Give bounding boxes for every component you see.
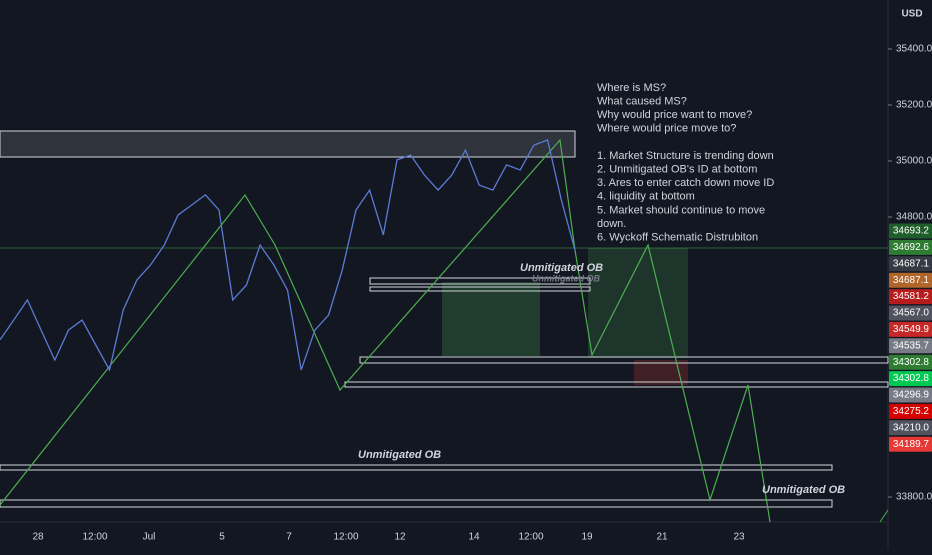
x-tick-label: 7 bbox=[286, 532, 292, 543]
price-label-bg bbox=[889, 371, 932, 387]
zone-box bbox=[0, 130, 576, 158]
x-tick-label: 23 bbox=[733, 532, 745, 543]
zones bbox=[0, 130, 889, 508]
price-label-bg bbox=[889, 272, 932, 288]
price-label: 34302.8 bbox=[893, 357, 930, 368]
price-label-bg bbox=[889, 289, 932, 305]
price-label-bg bbox=[889, 354, 932, 370]
x-tick-label: 19 bbox=[581, 532, 593, 543]
y-tick-label: 34800.0 bbox=[896, 212, 932, 223]
x-tick-label: 28 bbox=[32, 532, 44, 543]
price-label: 34535.7 bbox=[893, 340, 930, 351]
note-line: Why would price want to move? bbox=[597, 109, 752, 121]
zone-red bbox=[634, 360, 688, 385]
price-label-bg bbox=[889, 387, 932, 403]
price-label-bg bbox=[889, 223, 932, 239]
price-label-bg bbox=[889, 305, 932, 321]
ob-label: Unmitigated OB bbox=[762, 484, 845, 496]
note-line: 3. Ares to enter catch down move ID bbox=[597, 177, 774, 189]
price-label-bg bbox=[889, 436, 932, 452]
price-line bbox=[0, 139, 576, 372]
x-tick-label: 12:00 bbox=[82, 532, 107, 543]
note-line: down. bbox=[597, 218, 626, 230]
note-line: 2. Unmitigated OB's ID at bottom bbox=[597, 164, 757, 176]
note-line: Where would price move to? bbox=[597, 123, 736, 135]
ob-box bbox=[359, 356, 889, 364]
price-label-bg bbox=[889, 239, 932, 255]
price-label: 34302.8 bbox=[893, 373, 930, 384]
ob-box bbox=[369, 286, 591, 292]
note-line: Where is MS? bbox=[597, 82, 666, 94]
ob-label: Unmitigated OB bbox=[532, 273, 601, 283]
price-label: 34693.2 bbox=[893, 226, 930, 237]
note-line: 1. Market Structure is trending down bbox=[597, 150, 774, 162]
note-line: 6. Wyckoff Schematic Distrubiton bbox=[597, 232, 758, 244]
price-label: 34687.1 bbox=[893, 275, 930, 286]
x-tick-label: 12:00 bbox=[333, 532, 358, 543]
ob-box bbox=[0, 464, 833, 471]
price-label: 34275.2 bbox=[893, 406, 930, 417]
price-label: 34567.0 bbox=[893, 308, 930, 319]
note-line: What caused MS? bbox=[597, 96, 687, 108]
x-tick-label: 21 bbox=[656, 532, 668, 543]
ob-label: Unmitigated OB bbox=[520, 262, 603, 274]
x-tick-label: 12 bbox=[394, 532, 406, 543]
currency: USD bbox=[901, 9, 922, 20]
ob-box bbox=[369, 277, 591, 285]
price-label-bg bbox=[889, 321, 932, 337]
y-tick-label: 35200.0 bbox=[896, 100, 932, 111]
price-label: 34189.7 bbox=[893, 439, 930, 450]
price-label: 34687.1 bbox=[893, 258, 930, 269]
ob-label: Unmitigated OB bbox=[358, 449, 441, 461]
x-tick-label: Jul bbox=[143, 532, 156, 543]
x-tick-label: 14 bbox=[468, 532, 480, 543]
price-label: 34549.9 bbox=[893, 324, 930, 335]
note-line: 4. liquidity at bottom bbox=[597, 191, 695, 203]
price-label: 34210.0 bbox=[893, 422, 930, 433]
price-label: 34296.9 bbox=[893, 390, 930, 401]
price-label-bg bbox=[889, 403, 932, 419]
price-label-bg bbox=[889, 256, 932, 272]
price-label: 34692.6 bbox=[893, 242, 930, 253]
note-line: 5. Market should continue to move bbox=[597, 204, 765, 216]
y-tick-label: 35000.0 bbox=[896, 156, 932, 167]
ob-box bbox=[0, 499, 833, 508]
y-tick-label: 35400.0 bbox=[896, 44, 932, 55]
price-label-bg bbox=[889, 420, 932, 436]
zone-green bbox=[442, 282, 540, 356]
x-tick-label: 5 bbox=[219, 532, 225, 543]
projection-line bbox=[879, 509, 889, 523]
price-label: 34581.2 bbox=[893, 291, 930, 302]
x-tick-label: 12:00 bbox=[518, 532, 543, 543]
price-label-bg bbox=[889, 338, 932, 354]
y-tick-label: 33800.0 bbox=[896, 492, 932, 503]
